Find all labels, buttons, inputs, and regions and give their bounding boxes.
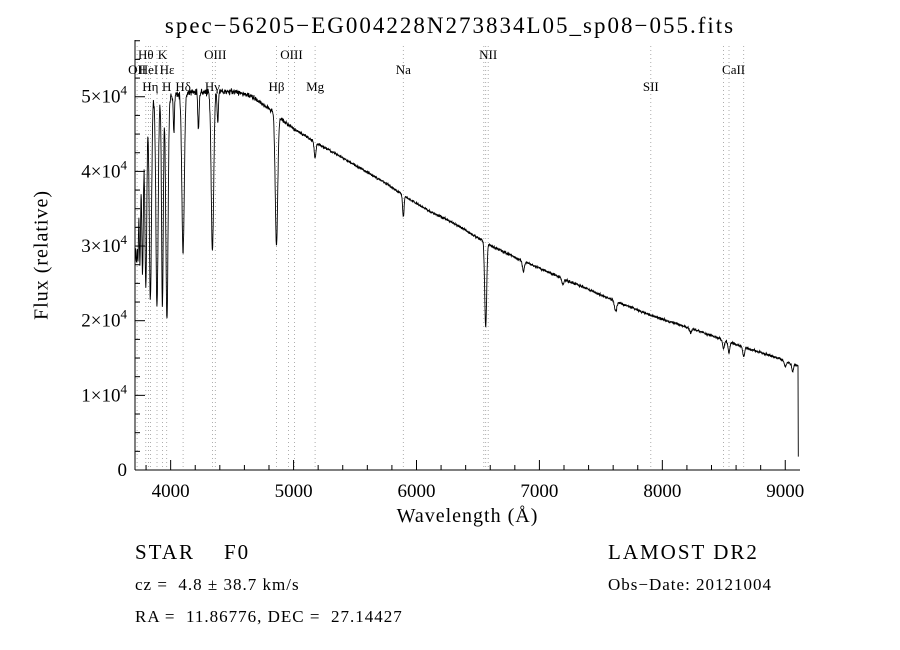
ra-dec-text: RA = 11.86776, DEC = 27.14427 [135,607,403,626]
y-axis-tick-label: 2×104 [81,307,127,332]
x-axis-tick-label: 9000 [766,481,804,502]
spectral-line-label: Hθ [138,47,154,62]
cz-velocity-text: cz = 4.8 ± 38.7 km/s [135,575,300,594]
x-axis-tick-label: 7000 [520,481,558,502]
spectral-line-label: SII [643,79,659,94]
y-axis-tick-label: 0 [118,460,128,481]
spectral-line-label: OII [128,62,146,77]
y-axis-tick-label: 1×104 [81,381,127,406]
obs-date-text: Obs−Date: 20121004 [608,575,773,594]
spectral-line-label: Na [396,62,411,77]
spectral-line-label: OIII [280,47,302,62]
x-axis-tick-label: 8000 [643,481,681,502]
y-axis-tick-label: 4×104 [81,157,127,182]
y-axis-tick-label: 3×104 [81,232,127,257]
spectral-line-label: Mg [306,79,325,94]
x-axis-tick-label: 5000 [275,481,313,502]
spectral-line-label: NII [479,47,497,62]
spectral-line-label: Hδ [175,79,191,94]
spectral-line-label: Hε [160,62,175,77]
x-axis-label: Wavelength (Å) [396,505,539,527]
x-axis-tick-label: 6000 [397,481,435,502]
survey-name: LAMOST DR2 [608,540,759,564]
spectral-line-label: Hβ [268,79,284,94]
x-axis-tick-label: 4000 [152,481,190,502]
spectral-line-label: Hη [142,79,158,94]
classification-text: STAR F0 [135,540,251,564]
spectral-line-label: H [162,79,171,94]
spectral-line-label: K [158,47,168,62]
y-axis-tick-label: 5×104 [81,83,127,108]
y-axis-label: Flux (relative) [30,190,53,320]
spectrum-trace [135,88,799,457]
plot-title: spec−56205−EG004228N273834L05_sp08−055.f… [164,13,736,38]
spectral-line-label: HeI [139,62,159,77]
spectral-line-label: CaII [722,62,745,77]
spectral-line-label: OIII [204,47,226,62]
